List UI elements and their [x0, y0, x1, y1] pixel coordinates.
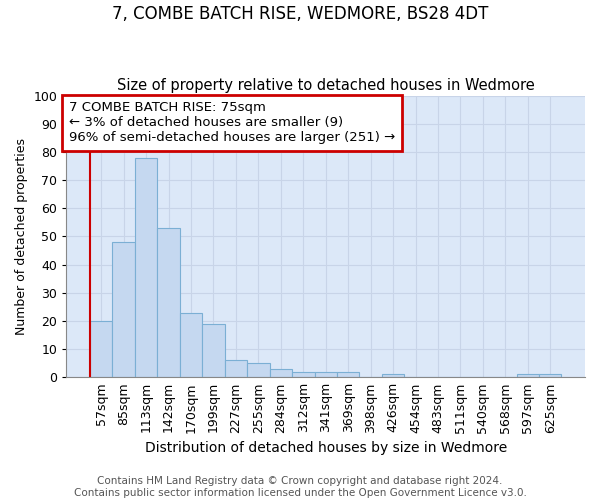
X-axis label: Distribution of detached houses by size in Wedmore: Distribution of detached houses by size … — [145, 441, 507, 455]
Bar — [247, 363, 269, 378]
Bar — [314, 372, 337, 378]
Bar — [112, 242, 135, 378]
Bar — [292, 372, 314, 378]
Bar — [157, 228, 180, 378]
Text: Contains HM Land Registry data © Crown copyright and database right 2024.
Contai: Contains HM Land Registry data © Crown c… — [74, 476, 526, 498]
Y-axis label: Number of detached properties: Number of detached properties — [15, 138, 28, 335]
Title: Size of property relative to detached houses in Wedmore: Size of property relative to detached ho… — [117, 78, 535, 93]
Bar — [202, 324, 225, 378]
Bar — [539, 374, 562, 378]
Bar — [382, 374, 404, 378]
Bar — [337, 372, 359, 378]
Bar — [90, 321, 112, 378]
Bar — [517, 374, 539, 378]
Bar — [269, 369, 292, 378]
Bar — [135, 158, 157, 378]
Text: 7, COMBE BATCH RISE, WEDMORE, BS28 4DT: 7, COMBE BATCH RISE, WEDMORE, BS28 4DT — [112, 5, 488, 23]
Text: 7 COMBE BATCH RISE: 75sqm
← 3% of detached houses are smaller (9)
96% of semi-de: 7 COMBE BATCH RISE: 75sqm ← 3% of detach… — [69, 101, 395, 144]
Bar — [180, 312, 202, 378]
Bar — [225, 360, 247, 378]
